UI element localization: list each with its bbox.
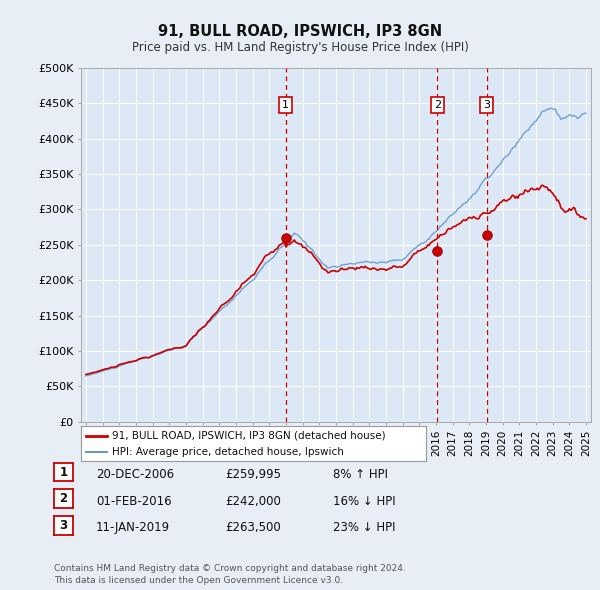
Text: 11-JAN-2019: 11-JAN-2019: [96, 522, 170, 535]
Text: 91, BULL ROAD, IPSWICH, IP3 8GN: 91, BULL ROAD, IPSWICH, IP3 8GN: [158, 24, 442, 38]
Text: 23% ↓ HPI: 23% ↓ HPI: [333, 522, 395, 535]
Text: 3: 3: [483, 100, 490, 110]
Text: 01-FEB-2016: 01-FEB-2016: [96, 495, 172, 508]
Text: £242,000: £242,000: [225, 495, 281, 508]
Text: 2: 2: [59, 492, 68, 505]
Text: 16% ↓ HPI: 16% ↓ HPI: [333, 495, 395, 508]
Text: 3: 3: [59, 519, 68, 532]
Text: Price paid vs. HM Land Registry's House Price Index (HPI): Price paid vs. HM Land Registry's House …: [131, 41, 469, 54]
Text: 1: 1: [282, 100, 289, 110]
Text: Contains HM Land Registry data © Crown copyright and database right 2024.
This d: Contains HM Land Registry data © Crown c…: [54, 565, 406, 585]
Text: 1: 1: [59, 466, 68, 478]
Text: £259,995: £259,995: [225, 468, 281, 481]
Text: £263,500: £263,500: [225, 522, 281, 535]
Text: 8% ↑ HPI: 8% ↑ HPI: [333, 468, 388, 481]
Text: 2: 2: [434, 100, 441, 110]
Text: HPI: Average price, detached house, Ipswich: HPI: Average price, detached house, Ipsw…: [112, 447, 344, 457]
Text: 20-DEC-2006: 20-DEC-2006: [96, 468, 174, 481]
Text: 91, BULL ROAD, IPSWICH, IP3 8GN (detached house): 91, BULL ROAD, IPSWICH, IP3 8GN (detache…: [112, 431, 386, 441]
